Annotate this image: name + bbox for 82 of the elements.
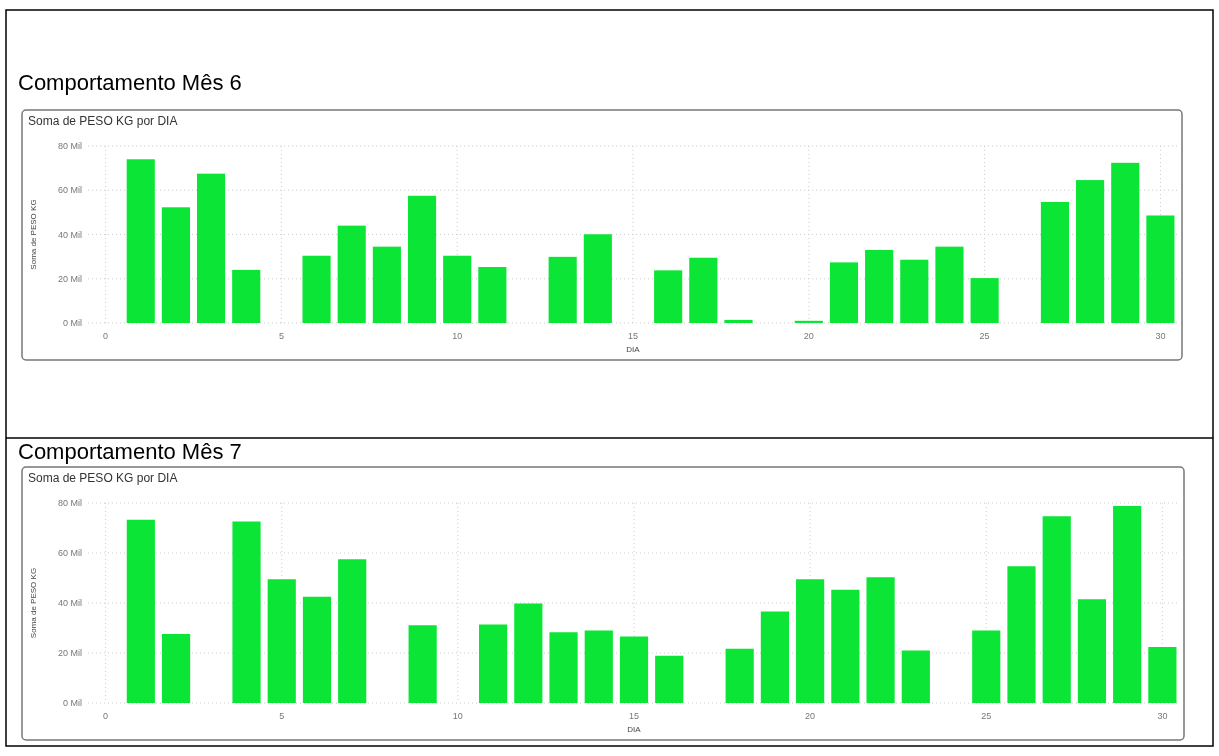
x-tick-label: 20 (805, 711, 816, 721)
bar (689, 257, 718, 323)
bar (1111, 162, 1140, 323)
bar (1007, 566, 1036, 703)
bar (935, 246, 964, 323)
y-tick-label: 80 Mil (57, 141, 82, 151)
bar (760, 611, 789, 703)
bar (1042, 516, 1071, 703)
bar (584, 630, 613, 703)
x-axis-title: DIA (627, 725, 642, 734)
bar (619, 636, 649, 703)
y-tick-label: 80 Mil (57, 498, 82, 508)
bar (514, 603, 543, 703)
bar (232, 269, 261, 323)
bar (548, 256, 577, 323)
x-tick-label: 25 (979, 331, 990, 341)
bar (126, 159, 155, 323)
bar (1076, 180, 1105, 323)
x-axis-title: DIA (626, 345, 641, 354)
y-tick-label: 0 Mil (62, 318, 82, 328)
y-tick-label: 40 Mil (57, 598, 82, 608)
bar (654, 270, 683, 323)
bar (302, 596, 332, 703)
bar (161, 634, 191, 703)
bar (478, 267, 507, 323)
x-tick-label: 5 (279, 711, 285, 721)
bar (338, 559, 367, 703)
bar (583, 234, 612, 323)
bar (161, 207, 190, 323)
bar (1040, 201, 1069, 323)
bar (267, 579, 296, 703)
x-tick-label: 0 (103, 331, 109, 341)
bar (972, 630, 1001, 703)
bar (831, 589, 860, 703)
bar (865, 249, 894, 323)
x-tick-label: 10 (452, 331, 463, 341)
x-tick-label: 15 (627, 331, 639, 341)
bar (443, 255, 472, 323)
x-tick-label: 5 (278, 331, 284, 341)
y-tick-label: 20 Mil (57, 273, 82, 284)
bar (796, 579, 825, 703)
bar (126, 519, 155, 703)
bar (1148, 647, 1177, 703)
chart-subtitle: Soma de PESO KG por DIA (28, 471, 178, 485)
bar (725, 648, 754, 703)
bar (970, 278, 999, 323)
bar (337, 225, 366, 323)
x-tick-label: 0 (103, 711, 109, 721)
y-axis-title: Soma de PESO KG (29, 199, 38, 270)
bar (232, 521, 261, 703)
bar (655, 655, 684, 703)
bar (479, 624, 508, 703)
bar (866, 577, 895, 703)
x-tick-label: 15 (628, 711, 640, 721)
bar (408, 625, 437, 703)
bar (407, 195, 437, 323)
y-tick-label: 20 Mil (57, 648, 82, 658)
bar (197, 173, 226, 323)
bar (724, 319, 753, 323)
bar (829, 262, 859, 323)
x-tick-label: 20 (803, 331, 814, 341)
y-axis-title: Soma de PESO KG (29, 567, 38, 639)
bar (1077, 599, 1107, 703)
x-tick-label: 30 (1155, 331, 1166, 341)
x-tick-label: 25 (981, 711, 992, 721)
y-tick-label: 60 Mil (57, 548, 82, 558)
chart-subtitle: Soma de PESO KG por DIA (28, 114, 178, 128)
chart-title: Comportamento Mês 6 (18, 70, 242, 95)
bar (549, 632, 578, 703)
y-tick-label: 40 Mil (57, 229, 82, 240)
y-tick-label: 60 Mil (57, 185, 82, 196)
bar (900, 259, 929, 323)
bar (901, 650, 930, 703)
chart-title: Comportamento Mês 7 (18, 439, 242, 464)
bar (372, 246, 401, 323)
y-tick-label: 0 Mil (62, 698, 82, 708)
x-tick-label: 10 (452, 711, 463, 721)
bar (1146, 215, 1175, 323)
bar (1113, 506, 1142, 703)
bar (794, 320, 823, 323)
bar (302, 255, 331, 323)
x-tick-label: 30 (1157, 711, 1168, 721)
